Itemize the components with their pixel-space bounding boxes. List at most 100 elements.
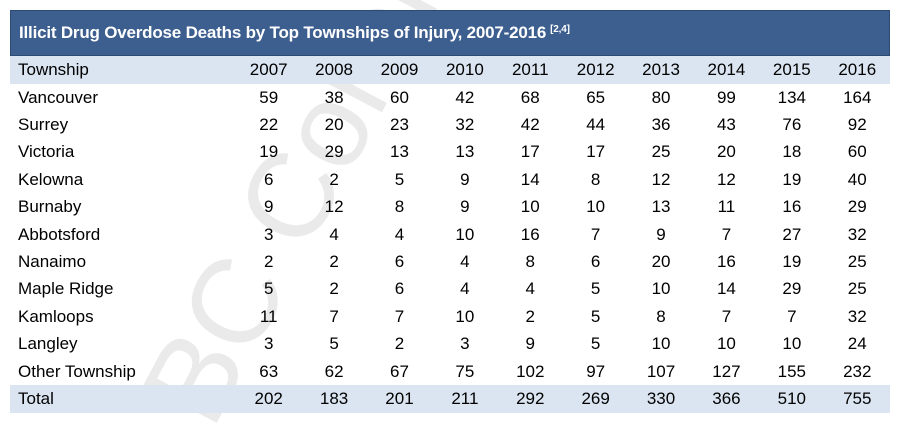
total-count: 755 [843, 389, 872, 409]
total-row: Total 202 183 201 211 292 269 330 366 510 755 [10, 385, 890, 414]
death-count: 75 [455, 361, 475, 381]
death-count: 20 [324, 115, 344, 135]
death-count: 10 [586, 197, 606, 217]
table-row: Vancouver 59 38 60 42 68 65 80 99 134 164 [10, 84, 890, 111]
death-count: 42 [520, 115, 540, 135]
death-count: 10 [716, 334, 736, 354]
death-count: 19 [782, 252, 802, 272]
table-row: Nanaimo 2 2 6 4 8 6 20 16 19 25 [10, 248, 890, 275]
death-count: 14 [716, 279, 736, 299]
death-count: 102 [516, 361, 545, 381]
table-row: Surrey 22 20 23 32 42 44 36 43 76 92 [10, 111, 890, 138]
death-count: 42 [455, 87, 475, 107]
death-count: 60 [847, 142, 867, 162]
township-name: Maple Ridge [18, 279, 114, 299]
death-count: 7 [787, 306, 797, 326]
header-year: 2013 [642, 60, 680, 79]
table-title: Illicit Drug Overdose Deaths by Top Town… [19, 23, 547, 42]
township-name: Kelowna [18, 169, 84, 189]
title-reference: [2,4] [550, 23, 570, 35]
death-count: 164 [843, 87, 872, 107]
death-count: 20 [716, 142, 736, 162]
death-count: 4 [329, 224, 339, 244]
death-count: 8 [590, 169, 601, 189]
death-count: 127 [712, 361, 741, 381]
death-count: 9 [460, 169, 470, 189]
total-label: Total [18, 389, 54, 409]
death-count: 20 [651, 252, 671, 272]
death-count: 19 [782, 169, 802, 189]
death-count: 12 [651, 169, 671, 189]
death-count: 97 [586, 361, 606, 381]
table-row: Burnaby 9 12 8 9 10 10 13 11 16 29 [10, 194, 890, 221]
death-count: 12 [716, 169, 736, 189]
death-count: 29 [324, 142, 344, 162]
township-name: Burnaby [18, 197, 82, 217]
total-count: 330 [646, 389, 676, 409]
death-count: 2 [525, 306, 535, 326]
death-count: 27 [782, 224, 802, 244]
death-count: 4 [460, 279, 470, 299]
township-name: Kamloops [18, 306, 94, 326]
township-name: Abbotsford [18, 224, 101, 244]
death-count: 13 [390, 142, 409, 162]
death-count: 80 [651, 87, 671, 107]
death-count: 24 [847, 334, 867, 354]
death-count: 8 [656, 306, 666, 326]
death-count: 25 [847, 252, 867, 272]
death-count: 22 [259, 115, 279, 135]
header-year: 2010 [445, 60, 484, 79]
death-count: 8 [525, 252, 535, 272]
total-count: 202 [254, 389, 283, 409]
death-count: 7 [329, 306, 339, 326]
header-year: 2008 [315, 60, 353, 79]
death-count: 16 [782, 197, 802, 217]
death-count: 16 [716, 252, 736, 272]
death-count: 10 [651, 279, 671, 299]
header-year: 2016 [838, 60, 877, 79]
township-name: Langley [18, 334, 78, 354]
header-year: 2012 [576, 60, 615, 79]
table-row: Maple Ridge 5 2 6 4 4 5 10 14 29 25 [10, 276, 890, 303]
death-count: 44 [586, 115, 606, 135]
death-count: 32 [847, 224, 867, 244]
header-year: 2007 [249, 60, 288, 79]
death-count: 63 [259, 361, 279, 381]
death-count: 19 [259, 142, 279, 162]
death-count: 5 [263, 279, 274, 299]
death-count: 232 [843, 361, 872, 381]
death-count: 2 [329, 252, 339, 272]
death-count: 5 [590, 279, 601, 299]
death-count: 5 [590, 334, 601, 354]
township-name: Victoria [18, 142, 75, 162]
death-count: 155 [777, 361, 806, 381]
death-count: 17 [586, 142, 606, 162]
death-count: 29 [782, 279, 802, 299]
table-row: Abbotsford 3 4 4 10 16 7 9 7 27 32 [10, 221, 890, 248]
death-count: 3 [460, 334, 470, 354]
total-count: 292 [516, 389, 545, 409]
death-count: 7 [394, 306, 405, 326]
death-count: 76 [782, 115, 802, 135]
death-count: 9 [525, 334, 535, 354]
header-year: 2014 [707, 60, 746, 79]
total-count: 510 [777, 389, 806, 409]
death-count: 68 [520, 87, 540, 107]
death-count: 4 [460, 252, 470, 272]
death-count: 38 [324, 87, 344, 107]
death-count: 5 [329, 334, 339, 354]
death-count: 13 [651, 197, 671, 217]
death-count: 62 [324, 361, 344, 381]
death-count: 23 [390, 115, 409, 135]
total-count: 201 [385, 389, 414, 409]
death-count: 5 [394, 169, 405, 189]
death-count: 60 [390, 87, 409, 107]
death-count: 25 [847, 279, 867, 299]
township-name: Vancouver [18, 87, 99, 107]
death-count: 25 [651, 142, 671, 162]
death-count: 2 [263, 252, 274, 272]
death-count: 4 [394, 224, 405, 244]
header-row: Township 2007 2008 2009 2010 2011 2012 2013 2014… [10, 56, 890, 84]
deaths-table: Township 2007 2008 2009 2010 2011 2012 2013 2014… [10, 56, 890, 414]
table-row: Kamloops 11 7 7 10 2 5 8 7 7 32 [10, 303, 890, 330]
